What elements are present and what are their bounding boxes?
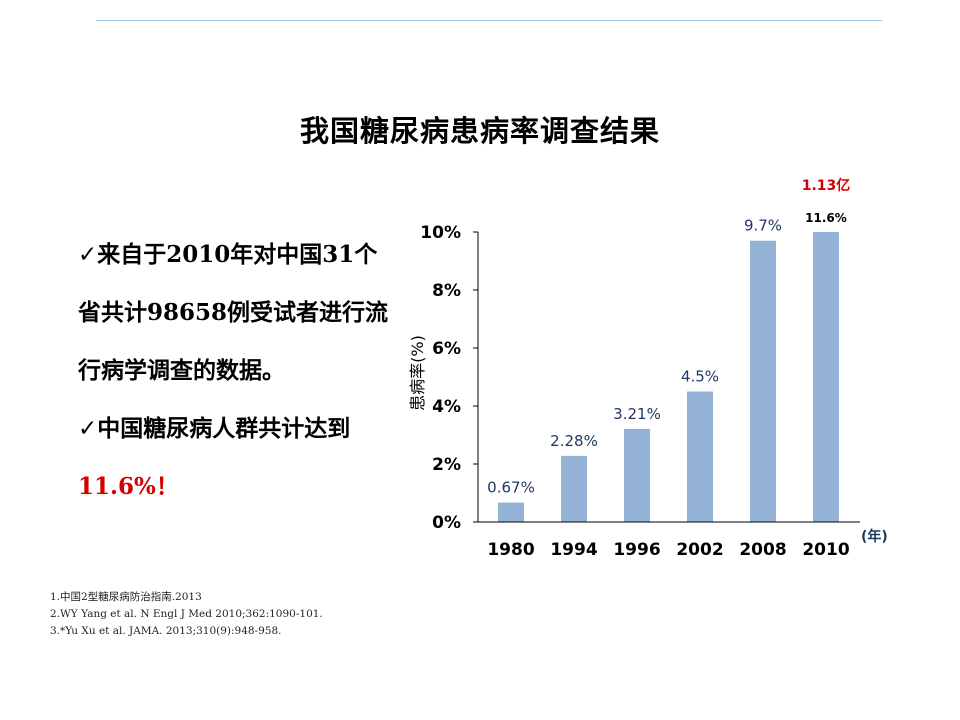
bullet-1-text-b: 年对中国 [230,242,323,268]
bar-2002 [687,391,713,522]
reference-2: 2.WY Yang et al. N Engl J Med 2010;362:1… [50,608,323,620]
bullet-1-province-count: 31 [322,241,355,268]
reference-3: 3.*Yu Xu et al. JAMA. 2013;310(9):948-95… [50,625,282,637]
bar-1996 [624,428,650,522]
x-tick-label: 2010 [802,540,849,560]
y-tick-label: 8% [432,281,461,301]
bullet-item-1: ✓来自于2010年对中国31个省共计98658例受试者进行流行病学调查的数据。 [78,226,398,400]
x-tick-label: 2002 [676,540,723,560]
top-rule [96,20,882,21]
slide-title: 我国糖尿病患病率调查结果 [299,114,660,148]
bar-2010 [813,232,839,522]
bullet-2-text: 中国糖尿病人群共计达到 [97,416,351,442]
bullet-2-highlight: 11.6%！ [78,473,179,500]
bar-1980 [498,502,524,522]
bar-1994 [561,455,587,522]
data-label-1980: 0.67% [487,479,535,497]
bullet-1-text-a: 来自于 [97,242,167,268]
y-tick-label: 10% [420,223,461,243]
y-axis-label: 患病率(%) [408,335,427,411]
reference-1: 1.中国2型糖尿病防治指南.2013 [50,591,202,603]
data-label-1994: 2.28% [550,432,598,450]
y-tick-label: 0% [432,513,461,533]
data-label-1996: 3.21% [613,405,661,423]
bar-2008 [750,240,776,522]
bullet-item-2: ✓中国糖尿病人群共计达到 11.6%！ [78,400,398,516]
bullet-list: ✓来自于2010年对中国31个省共计98658例受试者进行流行病学调查的数据。 … [78,226,398,516]
total-count-annotation: 1.13亿 [802,177,851,194]
bullet-1-subject-count: 98658 [147,299,228,326]
bullet-1-text-c: 个省共计 [78,242,378,326]
y-tick-label: 6% [432,339,461,359]
y-tick-label: 2% [432,455,461,475]
check-icon: ✓ [78,416,98,442]
x-tick-label: 1996 [613,540,660,560]
data-label-2002: 4.5% [681,368,719,386]
bullet-1-text-d: 例受试者进行流行病学调查的数据。 [78,300,389,384]
references: 1.中国2型糖尿病防治指南.2013 2.WY Yang et al. N En… [50,589,323,640]
check-icon: ✓ [78,242,98,268]
bullet-1-year: 2010 [166,241,231,268]
x-tick-label: 2008 [739,540,786,560]
y-tick-label: 4% [432,397,461,417]
data-label-2008: 9.7% [744,217,782,235]
x-axis-unit: (年) [861,528,888,545]
x-tick-label: 1980 [487,540,534,560]
x-tick-label: 1994 [550,540,597,560]
data-label-2010: 11.6% [805,211,847,225]
